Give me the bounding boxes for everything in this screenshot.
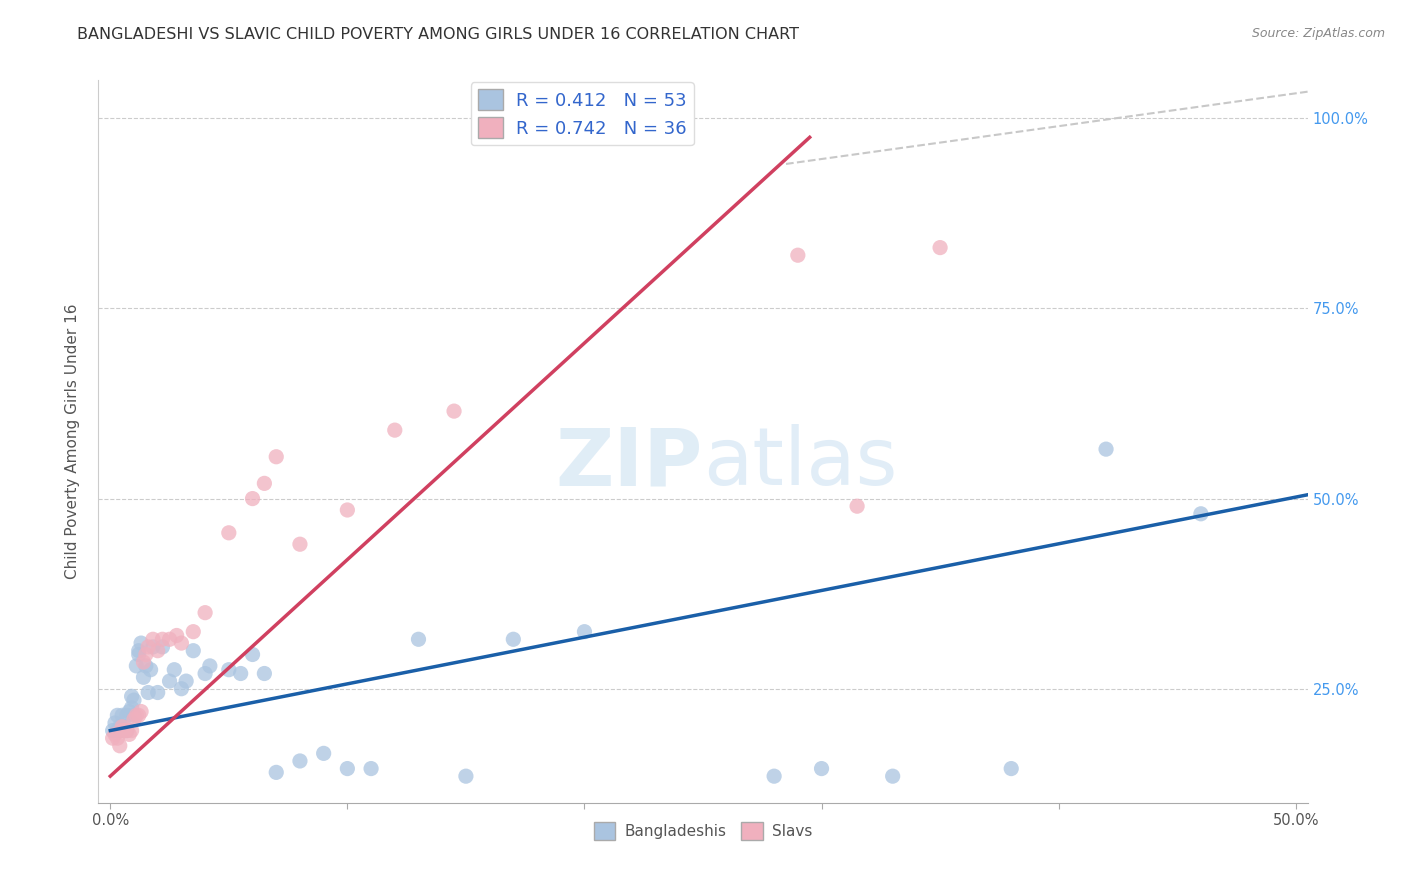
Point bbox=[146, 643, 169, 657]
Point bbox=[125, 708, 148, 723]
Point bbox=[384, 423, 406, 437]
Point bbox=[108, 720, 131, 734]
Point bbox=[288, 754, 311, 768]
Point bbox=[114, 723, 136, 738]
Point bbox=[1095, 442, 1118, 457]
Point bbox=[253, 666, 276, 681]
Point bbox=[135, 659, 157, 673]
Point bbox=[118, 727, 141, 741]
Text: atlas: atlas bbox=[703, 425, 897, 502]
Point bbox=[502, 632, 524, 647]
Point bbox=[408, 632, 430, 647]
Point bbox=[115, 708, 138, 723]
Point bbox=[115, 723, 138, 738]
Point bbox=[163, 663, 186, 677]
Point bbox=[242, 648, 264, 662]
Point bbox=[264, 450, 287, 464]
Point bbox=[194, 666, 217, 681]
Point bbox=[929, 241, 952, 255]
Point bbox=[122, 708, 145, 723]
Point bbox=[218, 525, 240, 540]
Point bbox=[1000, 762, 1022, 776]
Point bbox=[846, 499, 869, 513]
Point bbox=[108, 739, 131, 753]
Point bbox=[288, 537, 311, 551]
Point bbox=[264, 765, 287, 780]
Point bbox=[218, 663, 240, 677]
Point bbox=[159, 674, 181, 689]
Point bbox=[118, 705, 141, 719]
Point bbox=[132, 655, 155, 669]
Point bbox=[454, 769, 477, 783]
Point bbox=[152, 632, 174, 647]
Point bbox=[114, 720, 136, 734]
Point bbox=[242, 491, 264, 506]
Point bbox=[122, 693, 145, 707]
Point bbox=[810, 762, 832, 776]
Point bbox=[101, 723, 124, 738]
Point bbox=[101, 731, 124, 746]
Point bbox=[1189, 507, 1212, 521]
Point bbox=[132, 670, 155, 684]
Point bbox=[111, 720, 134, 734]
Point bbox=[121, 700, 143, 714]
Point bbox=[181, 643, 204, 657]
Point bbox=[170, 681, 193, 696]
Point bbox=[128, 648, 150, 662]
Point bbox=[111, 708, 134, 723]
Point bbox=[336, 762, 359, 776]
Text: BANGLADESHI VS SLAVIC CHILD POVERTY AMONG GIRLS UNDER 16 CORRELATION CHART: BANGLADESHI VS SLAVIC CHILD POVERTY AMON… bbox=[77, 27, 800, 42]
Text: ZIP: ZIP bbox=[555, 425, 703, 502]
Point bbox=[786, 248, 808, 262]
Point bbox=[360, 762, 382, 776]
Point bbox=[159, 632, 181, 647]
Point bbox=[104, 715, 127, 730]
Point bbox=[198, 659, 221, 673]
Point bbox=[125, 659, 148, 673]
Point bbox=[105, 731, 128, 746]
Y-axis label: Child Poverty Among Girls Under 16: Child Poverty Among Girls Under 16 bbox=[65, 304, 80, 579]
Point bbox=[115, 723, 138, 738]
Point bbox=[121, 723, 143, 738]
Point bbox=[166, 628, 188, 642]
Point bbox=[129, 705, 152, 719]
Point bbox=[229, 666, 252, 681]
Point bbox=[104, 727, 127, 741]
Point bbox=[146, 685, 169, 699]
Point bbox=[128, 708, 150, 723]
Point bbox=[336, 503, 359, 517]
Point bbox=[152, 640, 174, 654]
Point bbox=[443, 404, 465, 418]
Point bbox=[882, 769, 904, 783]
Point bbox=[129, 636, 152, 650]
Point bbox=[312, 747, 335, 761]
Point bbox=[139, 663, 162, 677]
Point bbox=[128, 643, 150, 657]
Point bbox=[135, 648, 157, 662]
Legend: Bangladeshis, Slavs: Bangladeshis, Slavs bbox=[588, 816, 818, 846]
Point bbox=[174, 674, 197, 689]
Point bbox=[136, 685, 159, 699]
Point bbox=[181, 624, 204, 639]
Point bbox=[121, 690, 143, 704]
Point bbox=[142, 632, 165, 647]
Point bbox=[105, 708, 128, 723]
Point bbox=[142, 640, 165, 654]
Point bbox=[122, 712, 145, 726]
Point bbox=[194, 606, 217, 620]
Point bbox=[763, 769, 786, 783]
Point bbox=[253, 476, 276, 491]
Point bbox=[136, 640, 159, 654]
Point bbox=[170, 636, 193, 650]
Text: Source: ZipAtlas.com: Source: ZipAtlas.com bbox=[1251, 27, 1385, 40]
Point bbox=[111, 723, 134, 738]
Point bbox=[574, 624, 596, 639]
Point bbox=[114, 723, 136, 738]
Point bbox=[111, 723, 134, 738]
Point bbox=[105, 723, 128, 738]
